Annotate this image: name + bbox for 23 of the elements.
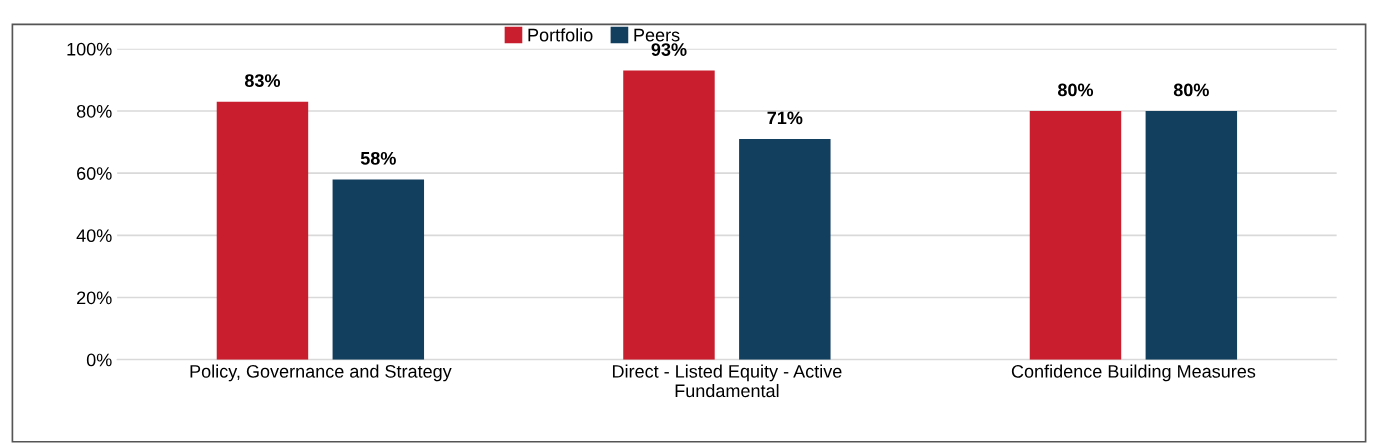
text: 80% — [1057, 83, 1094, 97]
text: 58% — [360, 151, 396, 165]
bar — [1029, 111, 1122, 360]
text: 93% — [651, 43, 687, 56]
text: 83% — [244, 74, 281, 88]
legend-label: Peers — [634, 28, 680, 42]
text: 71% — [767, 111, 803, 125]
y-tick-label: 0% — [86, 353, 112, 367]
y-tick-label: 100% — [67, 42, 112, 56]
bar — [332, 179, 425, 360]
x-tick-label: Policy, Governance and Strategy — [190, 364, 452, 382]
text: 80% — [1173, 83, 1209, 97]
bar — [1145, 111, 1238, 360]
x-tick-label: Direct - Listed Equity - Active Fundamental — [612, 364, 842, 398]
bar — [623, 70, 715, 360]
bar — [739, 138, 831, 360]
bar — [216, 101, 309, 360]
legend-label: Portfolio — [528, 28, 593, 42]
y-tick-label: 20% — [77, 291, 112, 305]
y-tick-label: 80% — [76, 104, 112, 118]
y-tick-label: 40% — [76, 229, 112, 243]
x-tick-label: Confidence Building Measures — [1011, 364, 1256, 382]
y-tick-label: 60% — [77, 167, 112, 180]
